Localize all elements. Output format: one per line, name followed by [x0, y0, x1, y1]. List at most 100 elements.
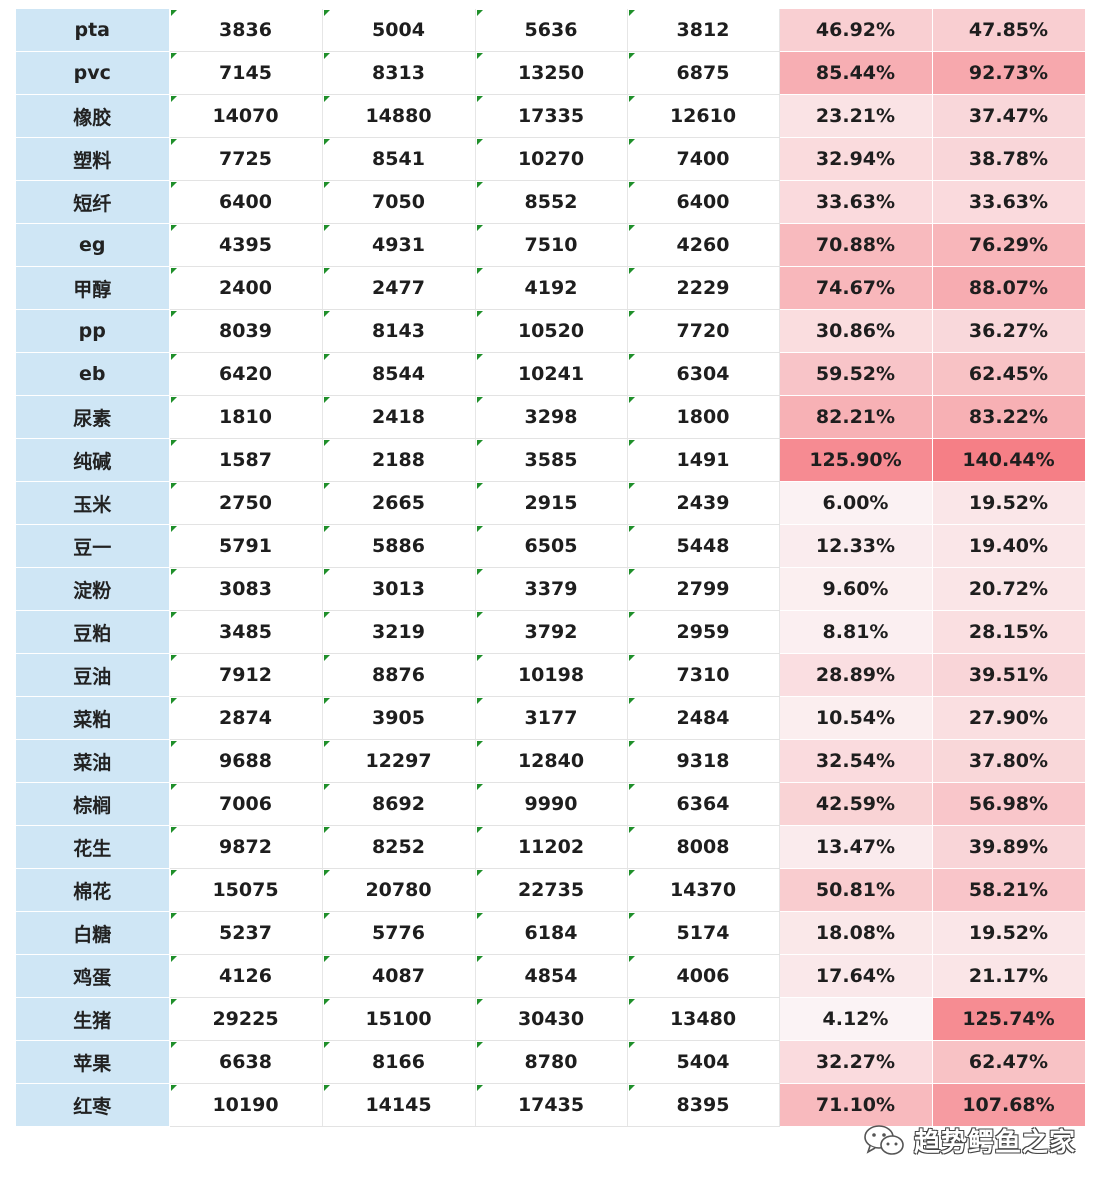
price-cell: 3219: [322, 610, 476, 654]
percent-cell: 56.98%: [932, 782, 1086, 826]
price-cell: 2874: [169, 696, 323, 740]
table-row: 塑料 7725 8541 10270 7400 32.94% 38.78%: [16, 137, 1086, 181]
price-cell: 3083: [169, 567, 323, 611]
price-cell: 7050: [322, 180, 476, 224]
commodity-name-cell: 短纤: [16, 180, 170, 224]
commodity-name-cell: 生猪: [16, 997, 170, 1041]
commodity-name-cell: eb: [16, 352, 170, 396]
price-cell: 8552: [475, 180, 628, 224]
price-cell: 10190: [169, 1083, 323, 1127]
price-cell: 7725: [169, 137, 323, 181]
percent-cell: 82.21%: [779, 395, 933, 439]
price-cell: 14370: [627, 868, 780, 912]
percent-cell: 37.80%: [932, 739, 1086, 783]
price-cell: 11202: [475, 825, 628, 869]
price-cell: 2484: [627, 696, 780, 740]
price-cell: 6304: [627, 352, 780, 396]
table-row: 尿素 1810 2418 3298 1800 82.21% 83.22%: [16, 395, 1086, 439]
price-cell: 1587: [169, 438, 323, 482]
commodity-name-cell: 棕榈: [16, 782, 170, 826]
percent-cell: 27.90%: [932, 696, 1086, 740]
table-body: pta 3836 5004 5636 3812 46.92% 47.85% pvc 7145 83…: [16, 9, 1086, 1127]
commodity-name-cell: 豆油: [16, 653, 170, 697]
percent-cell: 39.51%: [932, 653, 1086, 697]
price-cell: 14070: [169, 94, 323, 138]
percent-cell: 46.92%: [779, 9, 933, 52]
price-cell: 17335: [475, 94, 628, 138]
commodity-name-cell: 棉花: [16, 868, 170, 912]
commodity-table: pta 3836 5004 5636 3812 46.92% 47.85% pvc 7145 83…: [16, 9, 1086, 1127]
table-row: 短纤 6400 7050 8552 6400 33.63% 33.63%: [16, 180, 1086, 224]
table-row: 棉花 15075 20780 22735 14370 50.81% 58.21%: [16, 868, 1086, 912]
percent-cell: 20.72%: [932, 567, 1086, 611]
price-cell: 2959: [627, 610, 780, 654]
price-cell: 6184: [475, 911, 628, 955]
price-cell: 15100: [322, 997, 476, 1041]
percent-cell: 6.00%: [779, 481, 933, 525]
commodity-name-cell: pp: [16, 309, 170, 353]
percent-cell: 39.89%: [932, 825, 1086, 869]
price-cell: 3836: [169, 9, 323, 52]
table-row: 淀粉 3083 3013 3379 2799 9.60% 20.72%: [16, 567, 1086, 611]
price-cell: 2229: [627, 266, 780, 310]
percent-cell: 36.27%: [932, 309, 1086, 353]
price-cell: 6400: [627, 180, 780, 224]
table-row: pp 8039 8143 10520 7720 30.86% 36.27%: [16, 309, 1086, 353]
percent-cell: 28.89%: [779, 653, 933, 697]
table-row: 菜油 9688 12297 12840 9318 32.54% 37.80%: [16, 739, 1086, 783]
price-cell: 8252: [322, 825, 476, 869]
price-cell: 8692: [322, 782, 476, 826]
percent-cell: 70.88%: [779, 223, 933, 267]
table-row: 纯碱 1587 2188 3585 1491 125.90% 140.44%: [16, 438, 1086, 482]
price-cell: 4260: [627, 223, 780, 267]
price-cell: 2418: [322, 395, 476, 439]
price-cell: 7006: [169, 782, 323, 826]
price-cell: 7310: [627, 653, 780, 697]
price-cell: 6875: [627, 51, 780, 95]
table-row: 花生 9872 8252 11202 8008 13.47% 39.89%: [16, 825, 1086, 869]
price-cell: 13250: [475, 51, 628, 95]
price-cell: 9318: [627, 739, 780, 783]
percent-cell: 62.47%: [932, 1040, 1086, 1084]
percent-cell: 28.15%: [932, 610, 1086, 654]
table-row: 棕榈 7006 8692 9990 6364 42.59% 56.98%: [16, 782, 1086, 826]
price-cell: 8541: [322, 137, 476, 181]
percent-cell: 47.85%: [932, 9, 1086, 52]
percent-cell: 92.73%: [932, 51, 1086, 95]
table-row: 豆粕 3485 3219 3792 2959 8.81% 28.15%: [16, 610, 1086, 654]
percent-cell: 13.47%: [779, 825, 933, 869]
commodity-name-cell: eg: [16, 223, 170, 267]
price-cell: 15075: [169, 868, 323, 912]
percent-cell: 4.12%: [779, 997, 933, 1041]
commodity-name-cell: 花生: [16, 825, 170, 869]
price-cell: 1491: [627, 438, 780, 482]
price-cell: 12297: [322, 739, 476, 783]
price-cell: 5174: [627, 911, 780, 955]
price-cell: 8395: [627, 1083, 780, 1127]
price-cell: 7145: [169, 51, 323, 95]
percent-cell: 74.67%: [779, 266, 933, 310]
percent-cell: 62.45%: [932, 352, 1086, 396]
price-cell: 2477: [322, 266, 476, 310]
commodity-name-cell: 红枣: [16, 1083, 170, 1127]
percent-cell: 38.78%: [932, 137, 1086, 181]
price-cell: 7510: [475, 223, 628, 267]
price-cell: 4395: [169, 223, 323, 267]
price-cell: 1800: [627, 395, 780, 439]
price-cell: 29225: [169, 997, 323, 1041]
price-cell: 8544: [322, 352, 476, 396]
table-row: 甲醇 2400 2477 4192 2229 74.67% 88.07%: [16, 266, 1086, 310]
percent-cell: 125.74%: [932, 997, 1086, 1041]
table-row: 红枣 10190 14145 17435 8395 71.10% 107.68%: [16, 1083, 1086, 1127]
price-cell: 3905: [322, 696, 476, 740]
price-cell: 8039: [169, 309, 323, 353]
percent-cell: 33.63%: [779, 180, 933, 224]
price-cell: 10198: [475, 653, 628, 697]
commodity-name-cell: 豆一: [16, 524, 170, 568]
price-cell: 5237: [169, 911, 323, 955]
price-cell: 5448: [627, 524, 780, 568]
commodity-name-cell: 橡胶: [16, 94, 170, 138]
table-row: eb 6420 8544 10241 6304 59.52% 62.45%: [16, 352, 1086, 396]
price-cell: 8313: [322, 51, 476, 95]
table-row: 橡胶 14070 14880 17335 12610 23.21% 37.47%: [16, 94, 1086, 138]
